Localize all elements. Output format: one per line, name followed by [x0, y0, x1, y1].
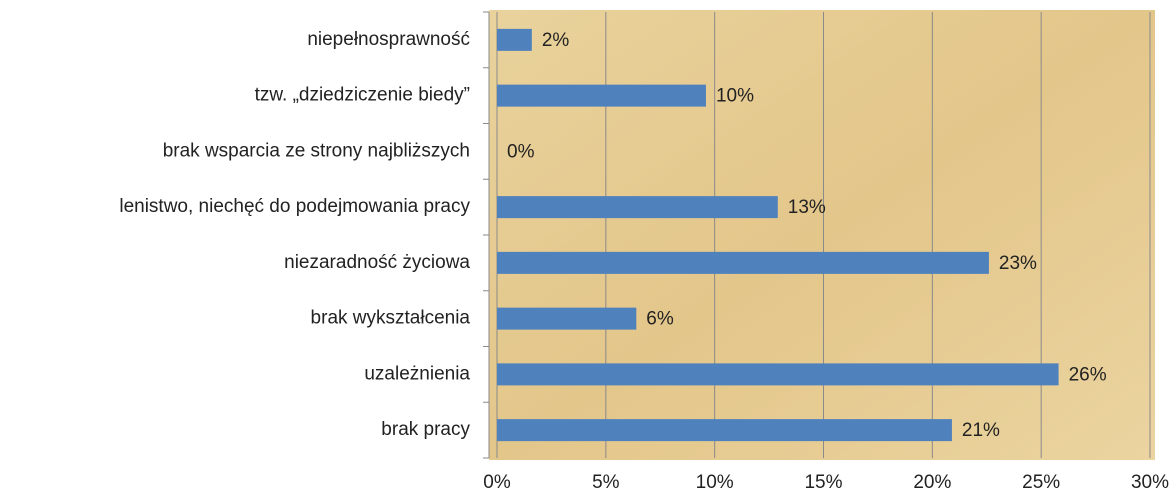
plot-background	[489, 10, 1155, 460]
x-tick-label: 20%	[913, 472, 951, 493]
data-label: 26%	[1069, 364, 1107, 385]
x-tick-label: 25%	[1022, 472, 1060, 493]
y-tick-label: uzależnienia	[364, 363, 470, 384]
data-label: 21%	[962, 420, 1000, 441]
bar	[497, 363, 1059, 386]
x-tick-label: 0%	[483, 472, 511, 493]
bar	[497, 196, 778, 219]
data-label: 23%	[999, 253, 1037, 274]
bar	[497, 251, 989, 274]
bar	[497, 307, 637, 330]
x-tick-label: 15%	[804, 472, 842, 493]
bar	[497, 28, 532, 51]
y-tick-label: niezaradność życiowa	[284, 252, 470, 273]
y-tick-label: lenistwo, niechęć do podejmowania pracy	[119, 196, 470, 217]
y-tick-label: brak wykształcenia	[311, 308, 471, 329]
x-tick-label: 30%	[1131, 472, 1169, 493]
data-label: 0%	[507, 141, 535, 162]
data-label: 10%	[716, 86, 754, 107]
y-tick-label: brak pracy	[381, 419, 470, 440]
y-tick-label: tzw. „dziedziczenie biedy”	[255, 85, 470, 106]
data-label: 13%	[788, 197, 826, 218]
x-tick-label: 10%	[696, 472, 734, 493]
data-label: 6%	[646, 309, 674, 330]
bar	[497, 419, 952, 442]
bar	[497, 84, 706, 107]
y-tick-label: niepełnosprawność	[307, 29, 470, 50]
x-tick-label: 5%	[592, 472, 620, 493]
data-label: 2%	[542, 30, 570, 51]
y-tick-label: brak wsparcia ze strony najbliższych	[163, 140, 470, 161]
